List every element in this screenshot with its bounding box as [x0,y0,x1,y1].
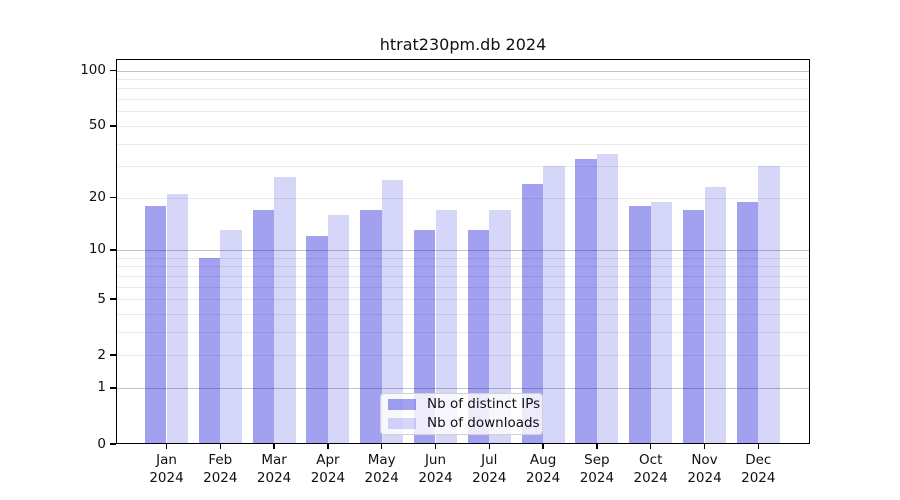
gridline-60 [116,111,810,113]
gridline-major-100 [116,70,810,72]
gridline-70 [116,99,810,101]
gridline-30 [116,166,810,168]
bar-sep-downloads [596,154,619,444]
x-tick-jul [488,444,490,449]
gridline-40 [116,143,810,145]
bar-mar-distinct-ips [252,210,275,444]
gridline-8 [116,266,810,268]
bar-oct-distinct-ips [629,205,651,444]
y-tick-label-100: 100 [80,62,106,79]
x-tick-dec [757,444,759,449]
y-tick-5 [110,298,116,300]
gridline-20 [116,197,810,199]
legend-swatch-distinct-ips [388,399,416,411]
x-tick-label-oct: Oct 2024 [633,452,668,486]
y-tick-label-50: 50 [88,117,106,134]
bar-feb-downloads [220,230,242,444]
bar-mar-downloads [274,177,296,444]
x-tick-feb [219,444,221,449]
bar-aug-downloads [543,166,565,444]
bar-nov-downloads [704,186,727,444]
y-tick-50 [110,125,116,127]
x-tick-oct [650,444,652,449]
gridline-2 [116,355,810,357]
legend-label-distinct-ips: Nb of distinct IPs [427,396,541,413]
bar-dec-downloads [758,166,780,444]
bar-apr-downloads [327,214,350,444]
bars-layer [116,59,810,444]
legend-item-distinct-ips: Nb of distinct IPs [388,397,542,412]
gridlines-layer [116,59,810,444]
legend-label-downloads: Nb of downloads [427,414,540,431]
y-tick-label-2: 2 [97,346,106,363]
x-tick-nov [703,444,706,449]
legend-swatch-downloads [388,417,416,429]
legend: Nb of distinct IPs Nb of downloads [380,393,543,435]
y-tick-10 [110,249,116,251]
y-tick-100 [110,69,116,72]
bar-apr-distinct-ips [306,236,328,444]
gridline-50 [116,125,810,127]
bar-jun-distinct-ips [413,230,436,444]
x-tick-aug [542,444,544,449]
x-tick-sep [596,444,598,449]
bar-jan-distinct-ips [144,205,167,444]
bar-sep-distinct-ips [575,158,597,444]
gridline-80 [116,88,810,90]
x-tick-jan [165,444,168,449]
gridline-6 [116,286,810,288]
bar-may-downloads [381,180,404,444]
y-tick-2 [110,354,116,356]
bar-nov-distinct-ips [682,210,705,444]
x-tick-label-mar: Mar 2024 [256,452,292,486]
gridline-7 [116,275,810,277]
x-tick-label-apr: Apr 2024 [310,452,346,486]
chart-title: htrat230pm.db 2024 [379,35,547,54]
x-tick-label-jul: Jul 2024 [472,452,507,486]
bar-dec-distinct-ips [736,201,759,444]
y-tick-1 [110,387,116,389]
x-tick-apr [327,444,329,449]
gridline-3 [116,331,810,333]
bar-jan-downloads [166,193,189,444]
bar-jul-distinct-ips [467,230,490,444]
bar-oct-downloads [650,201,673,444]
gridline-major-1 [116,387,810,389]
bar-jul-downloads [489,210,511,444]
x-tick-label-jun: Jun 2024 [418,452,453,486]
bar-may-distinct-ips [360,210,382,444]
x-tick-jun [434,444,437,449]
y-tick-label-0: 0 [97,435,106,452]
y-tick-label-5: 5 [97,290,106,307]
x-tick-mar [273,444,275,449]
gridline-9 [116,257,810,259]
y-tick-label-1: 1 [97,379,106,396]
plot-area [116,59,810,444]
y-tick-label-20: 20 [88,189,106,206]
bar-feb-distinct-ips [198,257,221,444]
x-tick-label-jan: Jan 2024 [149,452,184,486]
y-tick-20 [110,196,116,199]
y-tick-label-10: 10 [88,241,106,258]
legend-item-downloads: Nb of downloads [388,414,542,431]
y-tick-0 [110,443,116,445]
x-tick-label-aug: Aug 2024 [525,452,561,486]
gridline-90 [116,79,810,81]
gridline-major-10 [116,249,810,251]
bar-aug-distinct-ips [521,183,544,444]
gridline-5 [116,299,810,301]
x-tick-label-may: May 2024 [364,452,399,486]
x-tick-label-nov: Nov 2024 [687,452,722,486]
bar-jun-downloads [435,210,458,444]
gridline-4 [116,313,810,315]
x-tick-label-dec: Dec 2024 [741,452,776,486]
x-tick-may [381,444,383,449]
x-tick-label-feb: Feb 2024 [203,452,238,486]
x-tick-label-sep: Sep 2024 [579,452,615,486]
